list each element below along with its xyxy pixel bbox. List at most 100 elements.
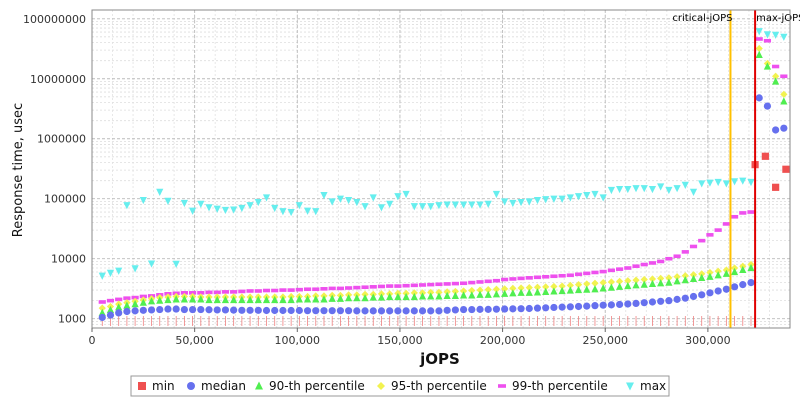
99-th-percentile-point <box>410 283 418 288</box>
95-th-percentile-point <box>509 284 517 293</box>
median-point <box>451 306 459 314</box>
max-point <box>230 206 238 214</box>
90-th-percentile-point <box>238 295 246 304</box>
90-th-percentile-point <box>599 284 607 292</box>
median-point <box>459 305 468 314</box>
max-point <box>599 194 607 202</box>
99-th-percentile-point <box>254 289 262 293</box>
90-th-percentile-point <box>550 287 558 295</box>
median-point <box>303 307 312 315</box>
90-th-percentile-point <box>616 282 624 290</box>
90-th-percentile-point <box>501 289 509 297</box>
95-th-percentile-point <box>591 279 599 287</box>
90-th-percentile-point <box>418 292 427 300</box>
max-point <box>747 178 755 187</box>
median-point <box>599 301 607 309</box>
max-point <box>156 188 164 196</box>
median-point <box>115 309 123 317</box>
90-th-percentile-point <box>106 305 115 314</box>
max-point <box>583 191 591 200</box>
99-th-percentile-point <box>459 281 468 286</box>
median-point <box>525 304 533 313</box>
99-th-percentile-point <box>607 268 615 273</box>
max-point <box>427 203 435 211</box>
y-tick-label: 100000 <box>44 193 86 206</box>
99-th-percentile-point <box>418 283 427 287</box>
95-th-percentile-point <box>98 304 106 312</box>
median-point <box>295 306 303 315</box>
95-th-percentile-point <box>484 286 492 294</box>
90-th-percentile-point <box>262 295 271 304</box>
legend-label: max <box>640 379 666 393</box>
median-point <box>583 302 591 310</box>
median-point <box>287 306 295 315</box>
90-th-percentile-point <box>279 295 287 304</box>
99-th-percentile-point <box>287 288 295 292</box>
95-th-percentile-point <box>648 275 657 283</box>
median-point <box>689 292 698 301</box>
99-th-percentile-point <box>427 282 435 287</box>
90-th-percentile-point <box>665 278 673 286</box>
90-th-percentile-point <box>188 295 197 303</box>
99-th-percentile-point <box>484 279 492 284</box>
max-point <box>657 183 665 191</box>
90-th-percentile-point <box>698 273 706 281</box>
median-point <box>648 298 657 306</box>
median-point <box>665 297 673 305</box>
max-point <box>246 202 254 210</box>
median-point <box>336 307 345 315</box>
99-th-percentile-point <box>98 300 106 304</box>
99-th-percentile-point <box>238 289 246 294</box>
max-point <box>730 178 739 186</box>
95-th-percentile-point <box>632 276 640 284</box>
99-th-percentile-point <box>246 289 254 293</box>
median-point <box>205 306 213 314</box>
median-point <box>139 306 147 314</box>
series-markers <box>98 28 790 326</box>
median-point <box>624 300 632 308</box>
90-th-percentile-point <box>156 296 164 304</box>
99-th-percentile-point <box>353 285 361 290</box>
99-th-percentile-point <box>558 273 566 278</box>
99-th-percentile-point <box>550 274 558 279</box>
max-point <box>443 201 451 209</box>
median-point <box>197 305 205 314</box>
median-point <box>730 283 739 291</box>
90-th-percentile-point <box>681 276 689 284</box>
max-point <box>533 196 542 205</box>
median-point <box>607 301 615 309</box>
max-point <box>484 200 492 209</box>
90-th-percentile-point <box>542 287 550 295</box>
max-point <box>673 185 681 193</box>
max-point <box>402 190 410 199</box>
90-th-percentile-point <box>476 290 484 298</box>
99-th-percentile-point <box>213 290 221 295</box>
90-th-percentile-point <box>509 289 517 297</box>
max-point <box>197 200 205 209</box>
90-th-percentile-point <box>730 267 739 276</box>
annotation-lines: critical-jOPS max-jOPS <box>672 10 800 328</box>
95-th-percentile-point <box>607 278 615 286</box>
max-point <box>648 185 657 194</box>
99-th-percentile-point <box>320 287 328 291</box>
legend-label: 95-th percentile <box>391 379 487 393</box>
max-point <box>459 201 468 209</box>
90-th-percentile-point <box>566 286 574 294</box>
y-tick-label: 10000 <box>51 253 86 266</box>
x-tick-label: 300,000 <box>685 334 731 347</box>
99-th-percentile-point <box>106 298 115 303</box>
90-th-percentile-point <box>714 271 722 279</box>
90-th-percentile-point <box>410 292 418 301</box>
max-point <box>345 196 353 205</box>
axes: 1000 10000 100000 1000000 10000000 100000000 0… <box>23 13 731 347</box>
95-th-percentile-point <box>574 281 583 289</box>
max-point <box>262 194 271 202</box>
99-th-percentile-point <box>131 295 139 300</box>
max-point <box>361 203 369 211</box>
legend-label: 90-th percentile <box>269 379 365 393</box>
median-point <box>616 300 624 309</box>
99-th-percentile-point <box>747 210 755 214</box>
90-th-percentile-point <box>722 269 730 277</box>
99-th-percentile-point <box>657 259 665 264</box>
median-point <box>180 305 188 314</box>
